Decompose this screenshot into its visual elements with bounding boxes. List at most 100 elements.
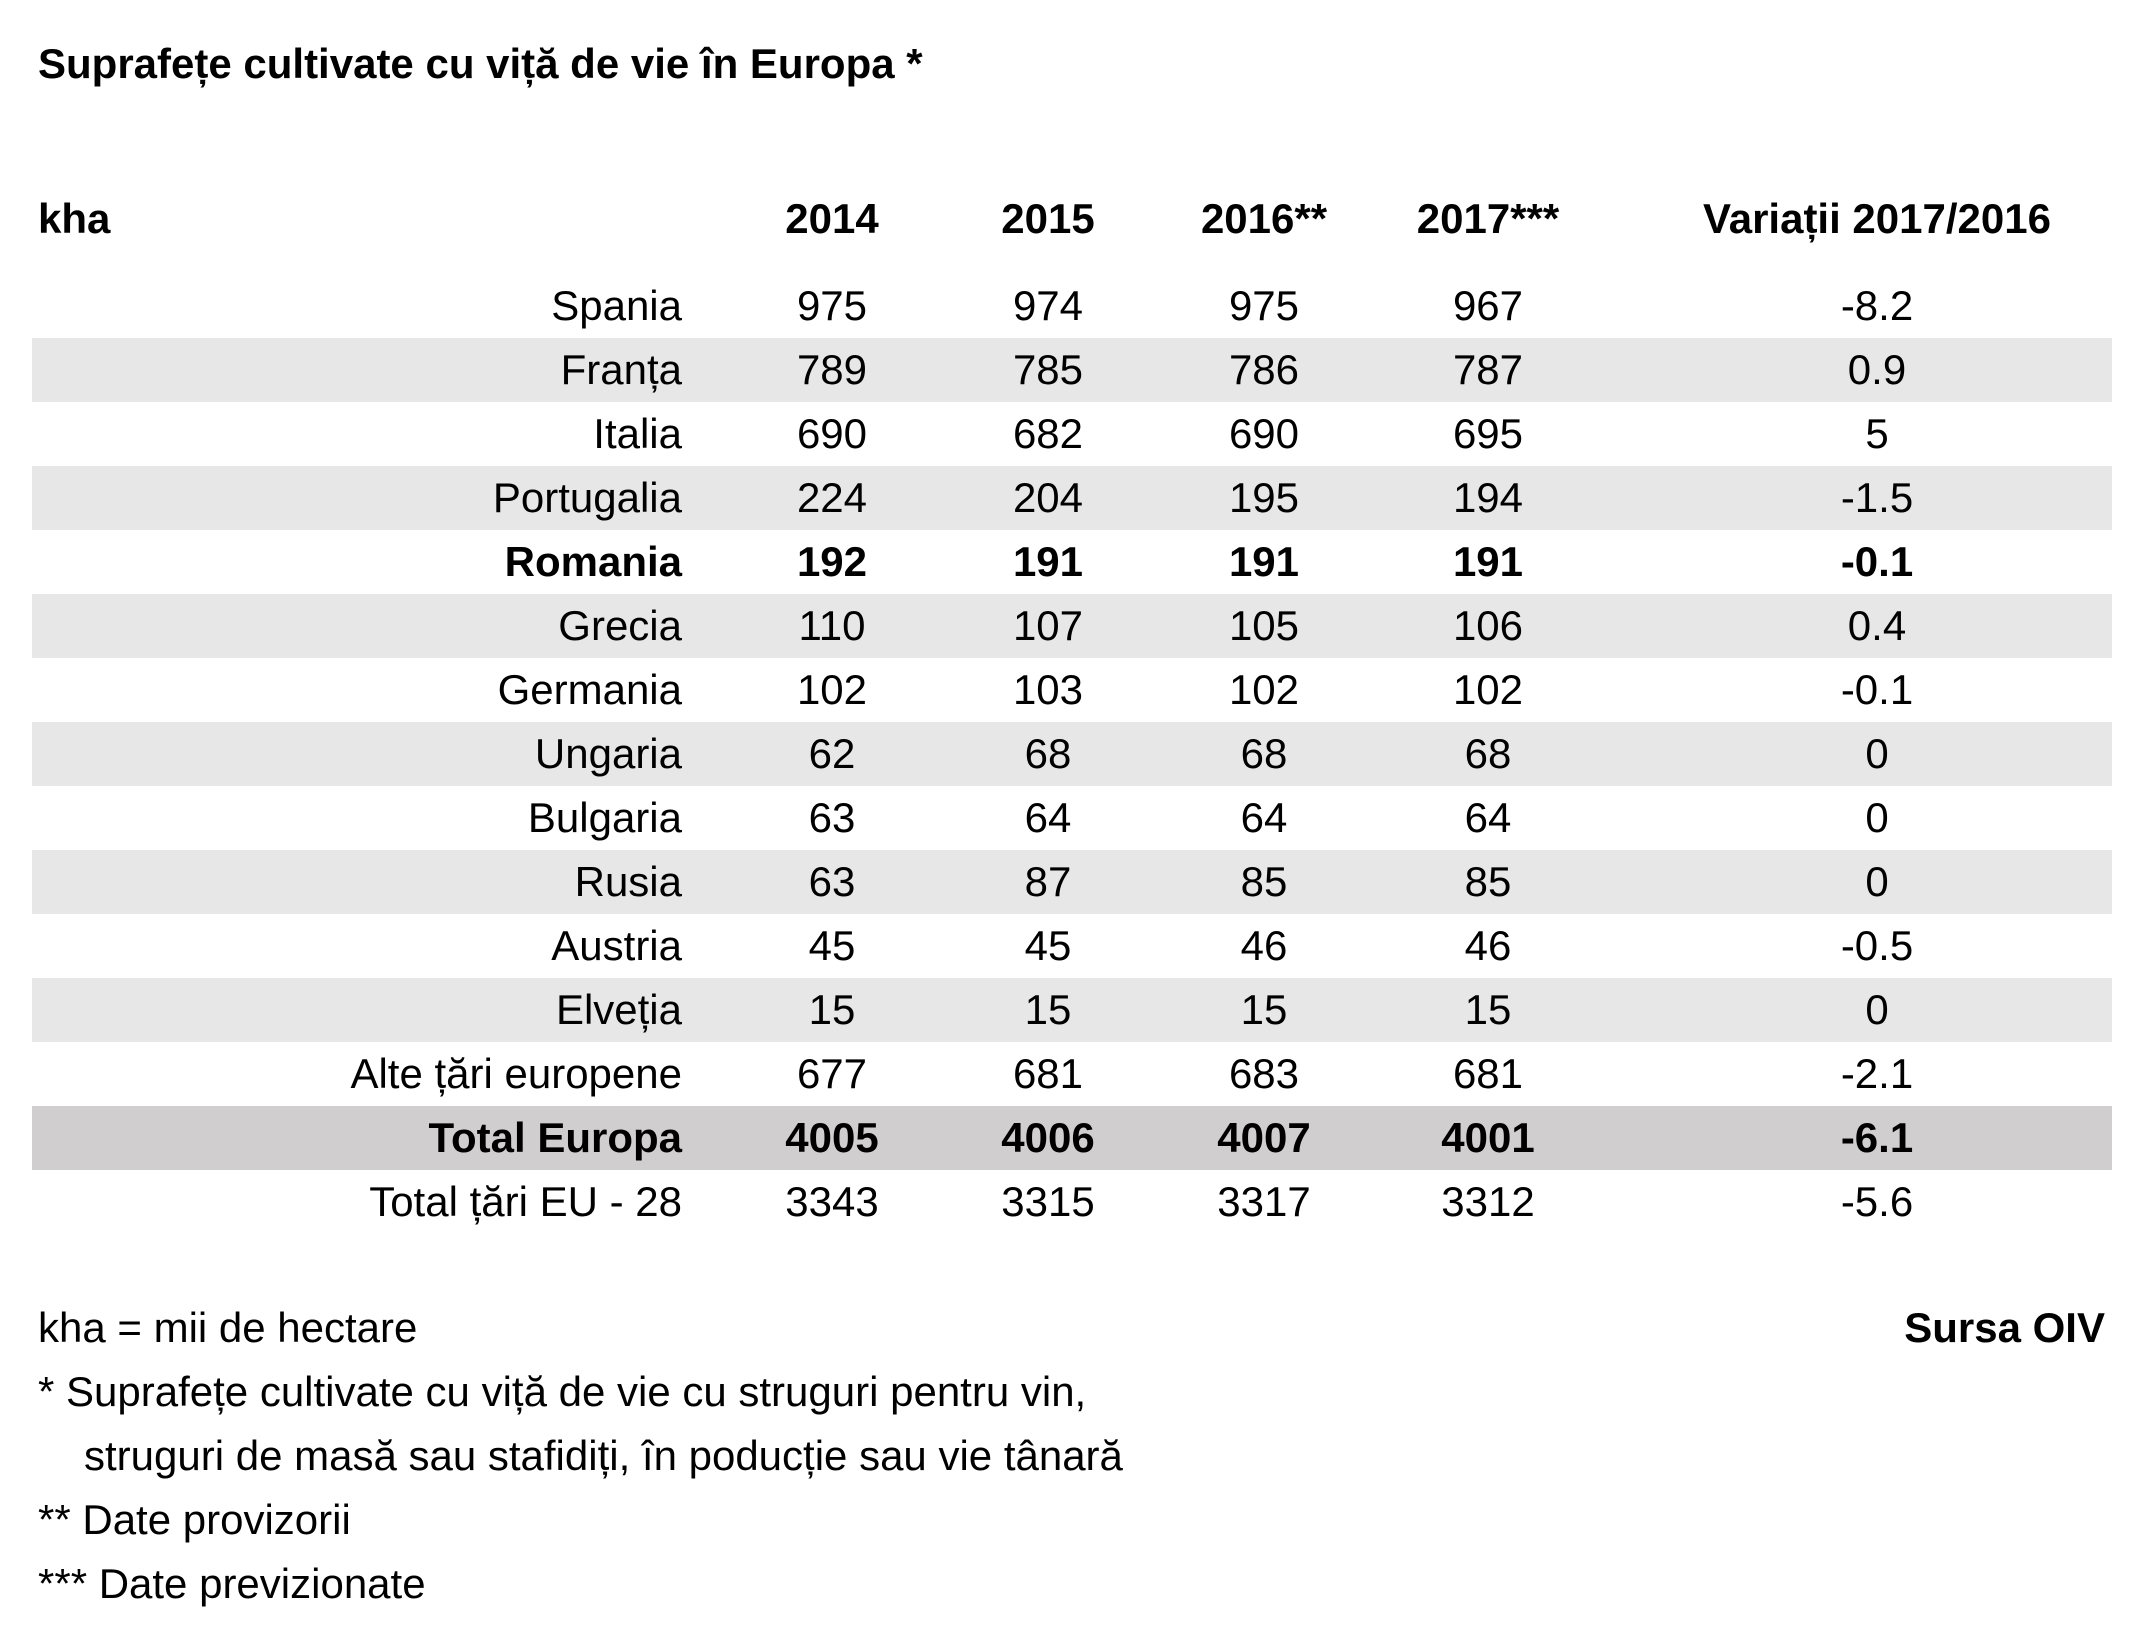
value-2016: 690 xyxy=(1228,410,1300,457)
note-2: ** Date provizorii xyxy=(38,1496,351,1543)
value-2016: 3317 xyxy=(1217,1178,1311,1225)
value-2017: 787 xyxy=(1452,346,1524,393)
country-name: Franța xyxy=(560,346,682,393)
value-2015: 68 xyxy=(1024,730,1072,777)
value-variation: 0.4 xyxy=(1847,602,1907,649)
value-2016: 15 xyxy=(1240,986,1288,1033)
value-2017: 46 xyxy=(1464,922,1512,969)
header-variation: Variații 2017/2016 xyxy=(1703,195,2051,242)
value-2014: 789 xyxy=(796,346,868,393)
value-2014: 192 xyxy=(796,538,868,585)
value-2015: 785 xyxy=(1012,346,1084,393)
country-name: Portugalia xyxy=(492,474,682,521)
value-2016: 786 xyxy=(1228,346,1300,393)
note-1-line-2: struguri de masă sau stafidiți, în poduc… xyxy=(84,1432,1123,1479)
table-row: Ungaria 62 68 68 68 0 xyxy=(32,722,2112,786)
value-2017: 3312 xyxy=(1441,1178,1535,1225)
value-variation: -8.2 xyxy=(1840,282,1914,329)
note-kha: kha = mii de hectare xyxy=(38,1304,418,1351)
value-2015: 15 xyxy=(1024,986,1072,1033)
footnotes: kha = mii de hectare * Suprafețe cultiva… xyxy=(38,1296,1123,1616)
table-row-highlight: Romania 192 191 191 191 -0.1 xyxy=(32,530,2112,594)
value-2017: 695 xyxy=(1452,410,1524,457)
table-row: Franța 789 785 786 787 0.9 xyxy=(32,338,2112,402)
value-2015: 191 xyxy=(1012,538,1084,585)
table-header: kha 2014 2015 2016** 2017*** Variații 20… xyxy=(32,186,2112,252)
value-2017: 106 xyxy=(1452,602,1524,649)
value-variation: -6.1 xyxy=(1840,1114,1914,1161)
page-title: Suprafețe cultivate cu viță de vie în Eu… xyxy=(38,40,923,87)
value-2015: 204 xyxy=(1012,474,1084,521)
country-name: Total țări EU - 28 xyxy=(369,1178,682,1225)
value-2016: 195 xyxy=(1228,474,1300,521)
value-2017: 68 xyxy=(1464,730,1512,777)
value-2015: 107 xyxy=(1012,602,1084,649)
header-2017: 2017*** xyxy=(1416,195,1560,242)
table-row-total-europe: Total Europa 4005 4006 4007 4001 -6.1 xyxy=(32,1106,2112,1170)
value-2017: 194 xyxy=(1452,474,1524,521)
table-row: Austria 45 45 46 46 -0.5 xyxy=(32,914,2112,978)
value-2014: 3343 xyxy=(785,1178,879,1225)
value-2016: 105 xyxy=(1228,602,1300,649)
value-2017: 102 xyxy=(1452,666,1524,713)
value-2015: 4006 xyxy=(1001,1114,1095,1161)
value-2016: 102 xyxy=(1228,666,1300,713)
value-2014: 102 xyxy=(796,666,868,713)
value-2015: 3315 xyxy=(1001,1178,1095,1225)
value-variation: 0 xyxy=(1865,858,1889,905)
value-variation: 5 xyxy=(1865,410,1889,457)
country-name: Alte țări europene xyxy=(350,1050,682,1097)
country-name: Italia xyxy=(593,410,682,457)
table-row: Rusia 63 87 85 85 0 xyxy=(32,850,2112,914)
table-row: Spania 975 974 975 967 -8.2 xyxy=(32,274,2112,338)
value-variation: 0.9 xyxy=(1847,346,1907,393)
value-2016: 975 xyxy=(1228,282,1300,329)
value-2016: 191 xyxy=(1228,538,1300,585)
value-2016: 64 xyxy=(1240,794,1288,841)
note-1-line-1: * Suprafețe cultivate cu viță de vie cu … xyxy=(38,1368,1087,1415)
value-2014: 62 xyxy=(808,730,856,777)
country-name: Romania xyxy=(504,538,682,585)
value-2015: 64 xyxy=(1024,794,1072,841)
country-name: Ungaria xyxy=(534,730,682,777)
value-2014: 15 xyxy=(808,986,856,1033)
value-variation: -2.1 xyxy=(1840,1050,1914,1097)
country-name: Germania xyxy=(497,666,682,713)
table-row: Elveția 15 15 15 15 0 xyxy=(32,978,2112,1042)
value-variation: 0 xyxy=(1865,730,1889,777)
value-2014: 110 xyxy=(798,602,866,649)
table-row: Alte țări europene 677 681 683 681 -2.1 xyxy=(32,1042,2112,1106)
header-unit: kha xyxy=(38,195,111,242)
value-2015: 682 xyxy=(1012,410,1084,457)
value-variation: -0.5 xyxy=(1840,922,1914,969)
value-2017: 191 xyxy=(1452,538,1524,585)
value-2015: 974 xyxy=(1012,282,1084,329)
table-row: Bulgaria 63 64 64 64 0 xyxy=(32,786,2112,850)
value-2016: 85 xyxy=(1240,858,1288,905)
value-2014: 4005 xyxy=(785,1114,879,1161)
value-variation: -0.1 xyxy=(1840,538,1914,585)
value-2016: 68 xyxy=(1240,730,1288,777)
value-variation: -1.5 xyxy=(1840,474,1914,521)
value-2017: 85 xyxy=(1464,858,1512,905)
value-2017: 4001 xyxy=(1441,1114,1535,1161)
country-name: Austria xyxy=(551,922,682,969)
header-2016: 2016** xyxy=(1200,195,1328,242)
value-2016: 683 xyxy=(1228,1050,1300,1097)
value-2014: 975 xyxy=(796,282,868,329)
value-2015: 681 xyxy=(1012,1050,1084,1097)
value-2014: 45 xyxy=(808,922,856,969)
country-name: Bulgaria xyxy=(527,794,682,841)
note-3: *** Date previzionate xyxy=(38,1560,426,1607)
value-variation: -5.6 xyxy=(1840,1178,1914,1225)
country-name: Grecia xyxy=(558,602,682,649)
value-variation: -0.1 xyxy=(1840,666,1914,713)
value-2017: 64 xyxy=(1464,794,1512,841)
value-2015: 103 xyxy=(1012,666,1084,713)
value-variation: 0 xyxy=(1865,794,1889,841)
value-2014: 63 xyxy=(808,794,856,841)
country-name: Elveția xyxy=(555,986,682,1033)
table-row: Grecia 110 107 105 106 0.4 xyxy=(32,594,2112,658)
table-row: Germania 102 103 102 102 -0.1 xyxy=(32,658,2112,722)
value-2014: 224 xyxy=(796,474,868,521)
